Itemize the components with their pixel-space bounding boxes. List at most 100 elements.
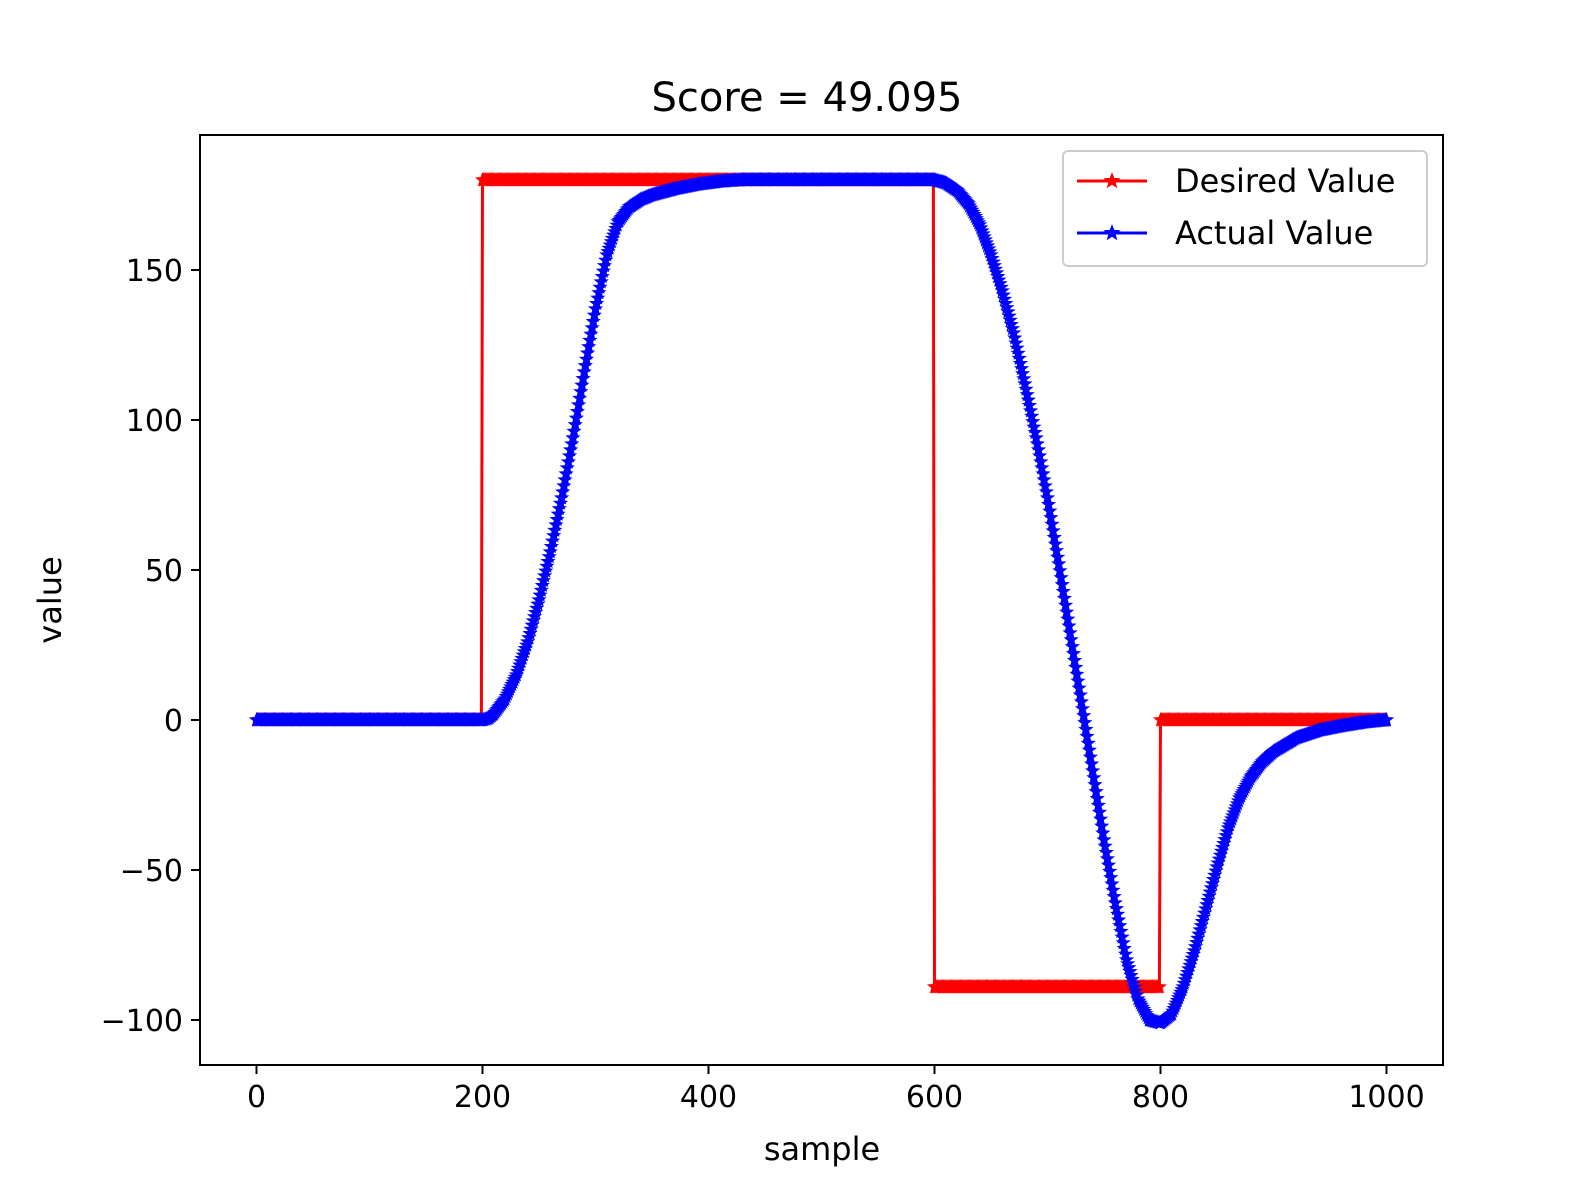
data-point-actual-value (1003, 316, 1019, 332)
data-point-actual-value (1037, 478, 1053, 493)
data-point-actual-value (570, 397, 587, 412)
x-tick-label: 200 (454, 1080, 511, 1115)
data-point-actual-value (1002, 312, 1018, 327)
data-point-actual-value (1088, 783, 1104, 799)
data-point-actual-value (1086, 769, 1102, 785)
data-point-actual-value (1058, 597, 1074, 612)
data-point-actual-value (1015, 365, 1031, 381)
data-point-actual-value (549, 511, 565, 527)
data-point-actual-value (591, 284, 607, 300)
data-point-actual-value (542, 544, 558, 559)
data-point-actual-value (577, 357, 593, 373)
data-point-actual-value (999, 299, 1015, 315)
data-point-actual-value (1084, 756, 1100, 771)
data-point-actual-value (563, 442, 579, 457)
data-point-actual-value (1019, 386, 1035, 402)
data-point-actual-value (559, 460, 575, 475)
data-point-actual-value (554, 490, 570, 505)
data-point-actual-value (1102, 863, 1118, 878)
data-point-actual-value (581, 338, 597, 354)
data-point-actual-value (1095, 825, 1111, 840)
data-point-actual-value (547, 522, 563, 537)
data-point-actual-value (1055, 583, 1071, 599)
data-point-actual-value (1106, 888, 1122, 904)
data-point-actual-value (1103, 869, 1119, 885)
data-point-actual-value (1081, 742, 1097, 757)
y-tick-label: 150 (126, 254, 183, 289)
data-point-actual-value (590, 290, 606, 305)
data-point-actual-value (1007, 330, 1023, 345)
data-point-actual-value (586, 307, 602, 322)
data-point-actual-value (1025, 413, 1041, 429)
data-point-actual-value (1093, 811, 1109, 826)
data-point-actual-value (1021, 397, 1037, 413)
data-point-actual-value (1036, 472, 1052, 487)
data-point-actual-value (1085, 763, 1101, 778)
data-point-actual-value (1113, 923, 1129, 938)
data-point-actual-value (1104, 876, 1120, 891)
data-point-actual-value (1087, 776, 1103, 792)
data-point-actual-value (1070, 673, 1086, 688)
data-point-actual-value (592, 279, 608, 294)
data-point-actual-value (593, 274, 609, 289)
data-point-actual-value (1046, 529, 1062, 545)
data-point-actual-value (1082, 749, 1098, 764)
data-point-actual-value (1063, 631, 1079, 647)
data-point-actual-value (1051, 556, 1067, 571)
legend-marker-actual (1103, 224, 1121, 241)
data-point-actual-value (1089, 790, 1105, 806)
data-point-actual-value (594, 268, 610, 284)
data-point-actual-value (583, 326, 599, 341)
data-point-actual-value (1097, 838, 1113, 853)
data-point-actual-value (546, 527, 562, 543)
data-point-actual-value (551, 500, 567, 516)
data-point-actual-value (1096, 832, 1112, 847)
data-point-actual-value (1072, 687, 1088, 702)
data-point-actual-value (1017, 376, 1033, 391)
data-point-actual-value (1013, 360, 1030, 376)
data-point-actual-value (552, 495, 569, 510)
data-point-actual-value (1016, 370, 1032, 386)
data-point-actual-value (1108, 900, 1124, 916)
y-tick-label: 100 (126, 404, 183, 439)
legend-label-desired: Desired Value (1175, 162, 1395, 200)
data-point-actual-value (1039, 490, 1056, 505)
series-actual-value (248, 172, 1395, 1030)
data-point-actual-value (1041, 496, 1057, 512)
x-tick-label: 800 (1132, 1080, 1189, 1115)
y-tick-label: −50 (120, 854, 183, 889)
data-point-actual-value (1077, 714, 1093, 730)
data-point-actual-value (1064, 638, 1080, 654)
data-point-actual-value (1009, 340, 1025, 355)
data-point-actual-value (548, 517, 564, 532)
data-point-actual-value (1054, 576, 1070, 592)
data-point-actual-value (578, 351, 595, 366)
data-point-actual-value (545, 533, 561, 548)
data-point-actual-value (565, 430, 581, 445)
data-point-actual-value (1006, 325, 1022, 340)
legend-marker-desired (1103, 172, 1121, 189)
y-tick-label: 0 (164, 704, 183, 739)
data-point-actual-value (1110, 906, 1126, 921)
data-point-actual-value (564, 436, 580, 451)
data-point-actual-value (1056, 590, 1073, 605)
x-tick-label: 1000 (1348, 1080, 1424, 1115)
data-point-actual-value (584, 319, 600, 335)
data-point-actual-value (568, 410, 584, 425)
data-point-actual-value (1067, 652, 1083, 668)
data-point-actual-value (1024, 408, 1040, 423)
data-point-actual-value (1043, 509, 1059, 525)
data-point-actual-value (1010, 345, 1026, 360)
data-point-actual-value (1079, 728, 1095, 743)
data-point-actual-value (543, 538, 559, 554)
data-point-actual-value (1018, 381, 1034, 396)
data-point-actual-value (561, 448, 578, 463)
data-point-actual-value (595, 263, 611, 278)
data-point-actual-value (566, 423, 582, 438)
data-point-actual-value (580, 345, 596, 360)
legend-box (1062, 150, 1428, 267)
series-markers-actual-value (248, 172, 1395, 1030)
data-point-actual-value (1030, 442, 1047, 457)
data-point-actual-value (1053, 569, 1069, 585)
data-point-actual-value (567, 416, 583, 432)
